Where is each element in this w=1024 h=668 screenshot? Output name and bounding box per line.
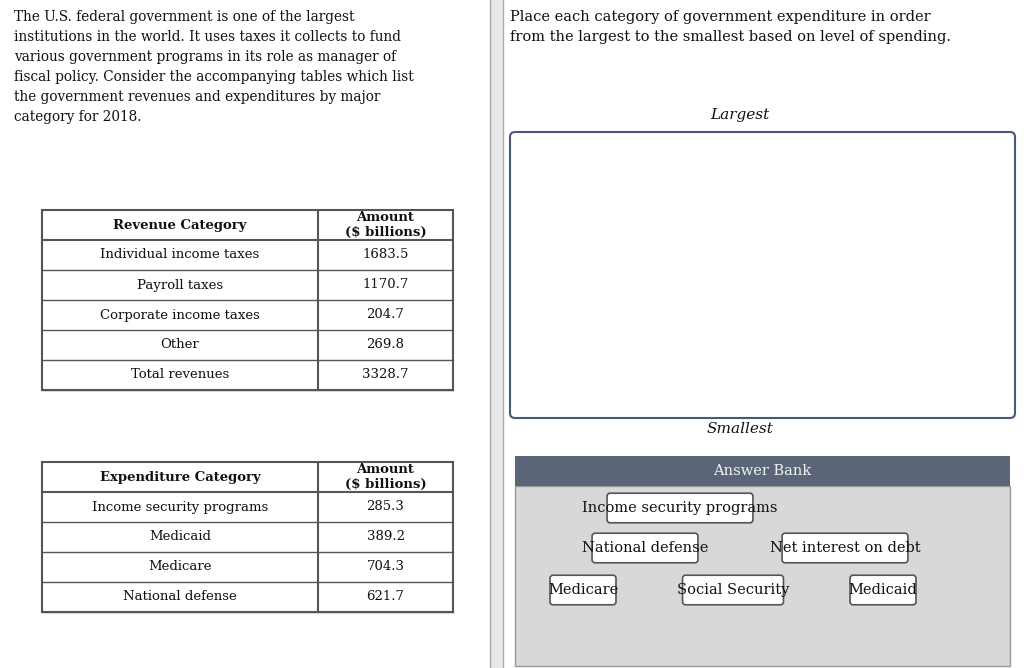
- Text: Income security programs: Income security programs: [92, 500, 268, 514]
- Text: Place each category of government expenditure in order
from the largest to the s: Place each category of government expend…: [510, 10, 951, 43]
- Bar: [42, 210, 453, 390]
- Text: Corporate income taxes: Corporate income taxes: [100, 309, 260, 321]
- Text: Individual income taxes: Individual income taxes: [100, 248, 260, 261]
- Text: 204.7: 204.7: [367, 309, 404, 321]
- Text: 621.7: 621.7: [367, 591, 404, 603]
- Text: Amount
($ billions): Amount ($ billions): [345, 463, 426, 491]
- Text: 704.3: 704.3: [367, 560, 404, 574]
- Text: 1683.5: 1683.5: [362, 248, 409, 261]
- Text: 269.8: 269.8: [367, 339, 404, 351]
- Text: Total revenues: Total revenues: [131, 369, 229, 381]
- Text: 1170.7: 1170.7: [362, 279, 409, 291]
- Text: Net interest on debt: Net interest on debt: [770, 541, 921, 555]
- Text: 285.3: 285.3: [367, 500, 404, 514]
- Text: Revenue Category: Revenue Category: [114, 218, 247, 232]
- Text: Medicaid: Medicaid: [849, 583, 918, 597]
- Text: Medicare: Medicare: [548, 583, 618, 597]
- Text: Answer Bank: Answer Bank: [714, 464, 812, 478]
- Bar: [515, 456, 1010, 486]
- Bar: [503, 0, 1024, 668]
- Text: Medicaid: Medicaid: [150, 530, 211, 544]
- Bar: [0, 0, 490, 668]
- Text: Smallest: Smallest: [707, 422, 773, 436]
- FancyBboxPatch shape: [510, 132, 1015, 418]
- Text: Amount
($ billions): Amount ($ billions): [345, 211, 426, 239]
- FancyBboxPatch shape: [782, 533, 908, 562]
- Text: Medicare: Medicare: [148, 560, 212, 574]
- Text: Social Security: Social Security: [677, 583, 790, 597]
- Bar: [42, 462, 453, 612]
- Text: 389.2: 389.2: [367, 530, 404, 544]
- FancyBboxPatch shape: [592, 533, 698, 562]
- FancyBboxPatch shape: [607, 493, 753, 523]
- Text: The U.S. federal government is one of the largest
institutions in the world. It : The U.S. federal government is one of th…: [14, 10, 414, 124]
- Text: National defense: National defense: [123, 591, 237, 603]
- Text: Payroll taxes: Payroll taxes: [137, 279, 223, 291]
- FancyBboxPatch shape: [683, 575, 783, 605]
- Bar: [515, 486, 1010, 666]
- Text: Largest: Largest: [711, 108, 770, 122]
- FancyBboxPatch shape: [550, 575, 616, 605]
- Text: Income security programs: Income security programs: [583, 501, 778, 515]
- Text: National defense: National defense: [582, 541, 709, 555]
- Text: Other: Other: [161, 339, 200, 351]
- FancyBboxPatch shape: [850, 575, 916, 605]
- Text: Expenditure Category: Expenditure Category: [99, 470, 260, 484]
- Text: 3328.7: 3328.7: [362, 369, 409, 381]
